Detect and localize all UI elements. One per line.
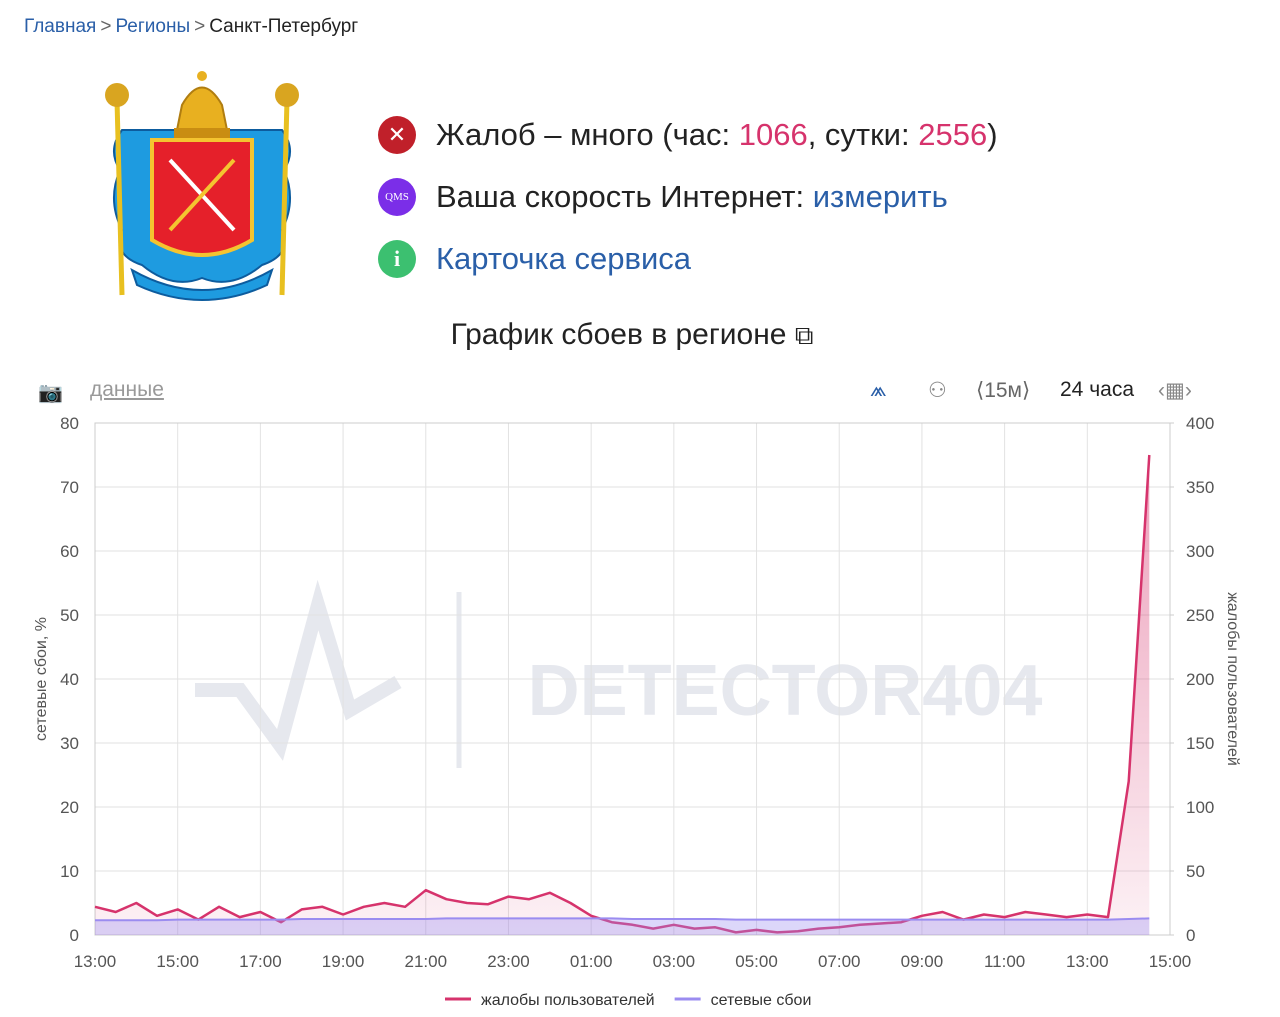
x-tick-label: 11:00: [984, 952, 1025, 971]
chart-mode-icon[interactable]: ⩕: [870, 378, 887, 401]
x-tick-label: 13:00: [1066, 952, 1109, 971]
y2-tick-label: 50: [1186, 862, 1205, 881]
card-link[interactable]: Карточка сервиса: [436, 241, 692, 276]
x-tick-label: 23:00: [487, 952, 530, 971]
qms-icon: QMS: [378, 178, 416, 216]
calendar-nav[interactable]: ‹▦›: [1158, 379, 1192, 402]
chart-header: График сбоев в регионе ⧉: [0, 318, 1264, 352]
x-tick-label: 21:00: [404, 952, 447, 971]
x-tick-label: 01:00: [570, 952, 613, 971]
y2-tick-label: 200: [1186, 670, 1214, 689]
y2-tick-label: 400: [1186, 414, 1214, 433]
x-tick-label: 17:00: [239, 952, 282, 971]
watermark: DETECTOR404: [528, 651, 1043, 731]
x-tick-label: 03:00: [653, 952, 696, 971]
info-icon: i: [378, 240, 416, 278]
speed-row: QMS Ваша скорость Интернет: измерить: [378, 166, 998, 228]
breadcrumb: Главная > Регионы > Санкт-Петербург: [24, 16, 359, 37]
y-tick-label: 30: [60, 734, 79, 753]
y-tick-label: 0: [70, 926, 79, 945]
x-tick-label: 15:00: [156, 952, 199, 971]
crumb-link[interactable]: Главная: [24, 16, 97, 37]
card-row: i Карточка сервиса: [378, 228, 998, 290]
y2-tick-label: 300: [1186, 542, 1214, 561]
text: ): [987, 117, 998, 152]
text: , сутки:: [807, 117, 919, 152]
complaints-row: ✕ Жалоб – много (час: 1066, сутки: 2556): [378, 104, 998, 166]
y2-tick-label: 250: [1186, 606, 1214, 625]
y-tick-label: 80: [60, 414, 79, 433]
x-tick-label: 15:00: [1149, 952, 1192, 971]
legend-label: сетевые сбои: [711, 992, 812, 1009]
chart-header-text: График сбоев в регионе: [450, 318, 787, 351]
x-tick-label: 19:00: [322, 952, 365, 971]
x-tick-label: 05:00: [735, 952, 778, 971]
y2-tick-label: 100: [1186, 798, 1214, 817]
y-tick-label: 60: [60, 542, 79, 561]
day-count: 2556: [918, 117, 988, 152]
interval[interactable]: ⟨15м⟩: [976, 379, 1031, 402]
series-area: [95, 918, 1150, 935]
error-icon: ✕: [378, 116, 416, 154]
y-tick-label: 40: [60, 670, 79, 689]
y-tick-label: 70: [60, 478, 79, 497]
series-line: [95, 917, 1150, 922]
y-tick-label: 10: [60, 862, 79, 881]
text: Жалоб – много (час:: [436, 117, 739, 152]
y-axis-title: сетевые сбои, %: [33, 617, 50, 741]
series-line: [94, 454, 1151, 934]
crumb-link[interactable]: Регионы: [115, 16, 191, 37]
y2-axis-title: жалобы пользователей: [1224, 592, 1241, 766]
x-tick-label: 09:00: [901, 952, 944, 971]
camera-icon[interactable]: 📷: [38, 382, 63, 404]
fullscreen-icon[interactable]: ⧉: [794, 320, 814, 350]
user-icon[interactable]: ⚇: [928, 379, 947, 402]
y2-tick-label: 150: [1186, 734, 1214, 753]
range[interactable]: 24 часа: [1060, 378, 1134, 401]
hour-count: 1066: [738, 117, 808, 152]
legend-label: жалобы пользователей: [481, 992, 655, 1009]
y-tick-label: 50: [60, 606, 79, 625]
x-tick-label: 07:00: [818, 952, 861, 971]
info: ✕ Жалоб – много (час: 1066, сутки: 2556)…: [378, 104, 998, 290]
crumb-current: Санкт-Петербург: [209, 16, 359, 37]
coat-of-arms: [105, 71, 299, 301]
y2-tick-label: 350: [1186, 478, 1214, 497]
y2-tick-label: 0: [1186, 926, 1195, 945]
speed-link[interactable]: измерить: [812, 179, 948, 214]
data-link[interactable]: данные: [90, 378, 164, 401]
watermark-logo: [195, 579, 402, 761]
x-tick-label: 13:00: [74, 952, 117, 971]
y-tick-label: 20: [60, 798, 79, 817]
chart: DETECTOR404 0 10 20 30 40 50 60 70 80 0 50 100 150 200…: [33, 414, 1241, 1009]
text: Ваша скорость Интернет:: [436, 179, 813, 214]
